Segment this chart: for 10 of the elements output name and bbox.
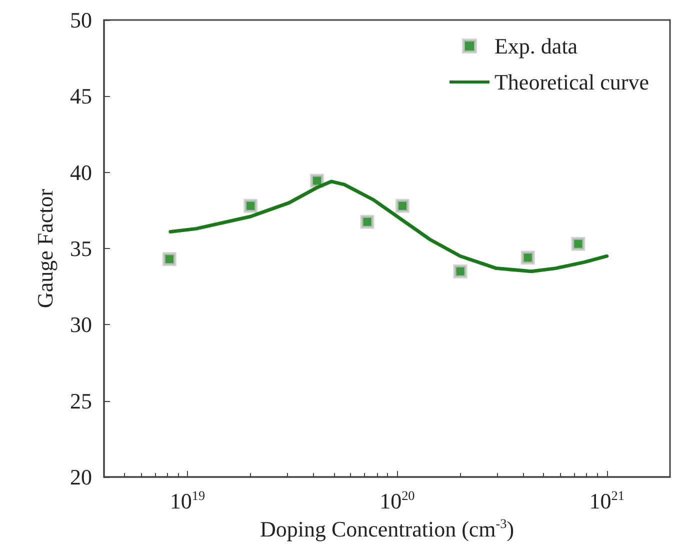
y-tick-label: 50 [70,8,92,32]
legend-label: Theoretical curve [494,70,649,94]
y-tick-label: 25 [70,388,92,414]
y-tick-label: 45 [70,84,92,109]
y-tick-label: 35 [70,236,92,261]
y-axis-title: Gauge Factor [32,188,58,308]
y-tick-label: 20 [70,464,92,490]
legend-label: Exp. data [494,34,578,58]
y-tick-label: 30 [70,312,92,338]
y-tick-label: 40 [70,160,92,185]
